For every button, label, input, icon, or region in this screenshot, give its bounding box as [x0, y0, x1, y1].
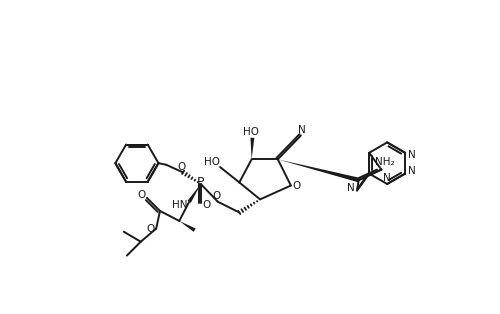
Polygon shape [250, 138, 254, 159]
Text: O: O [203, 200, 211, 210]
Text: N: N [408, 150, 416, 160]
Text: O: O [146, 225, 155, 235]
Text: N: N [347, 183, 354, 193]
Text: N: N [408, 166, 416, 176]
Text: NH₂: NH₂ [374, 157, 394, 167]
Text: O: O [212, 191, 220, 201]
Polygon shape [278, 159, 359, 182]
Text: N: N [298, 125, 306, 135]
Polygon shape [179, 221, 196, 232]
Text: O: O [178, 162, 186, 172]
Text: HO: HO [243, 127, 259, 137]
Text: HO: HO [204, 157, 220, 167]
Text: O: O [138, 190, 145, 200]
Text: O: O [292, 181, 300, 191]
Polygon shape [188, 184, 201, 203]
Text: N: N [384, 173, 391, 183]
Text: P: P [197, 176, 204, 189]
Text: HN: HN [172, 200, 188, 210]
